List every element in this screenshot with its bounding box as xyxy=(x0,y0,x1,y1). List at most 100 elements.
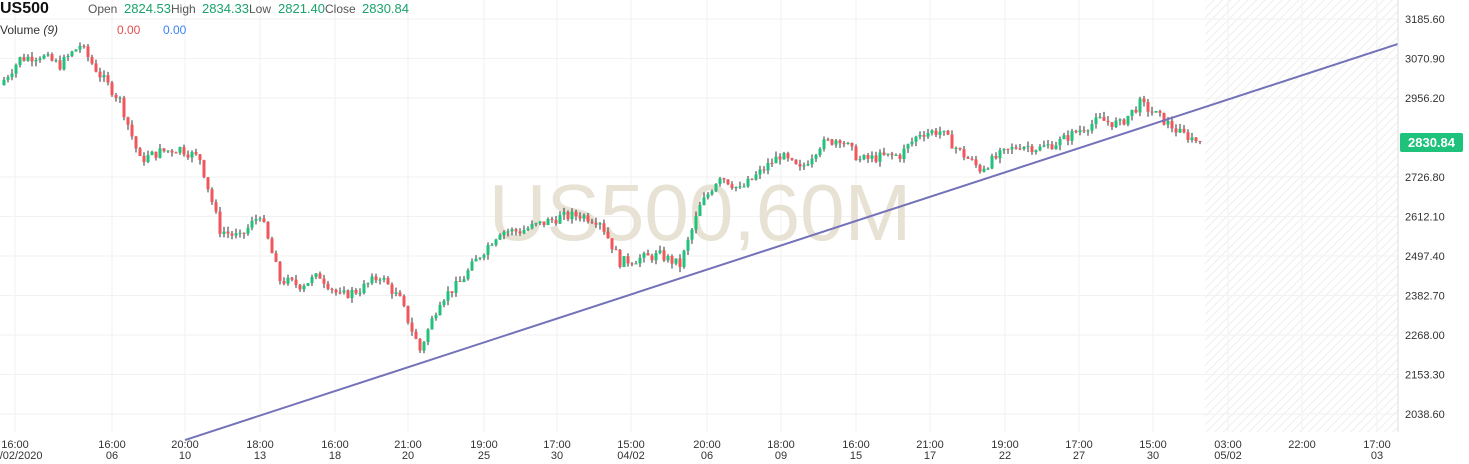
candle-body xyxy=(494,239,498,245)
candle-body xyxy=(742,186,746,188)
close-label: Close xyxy=(325,2,356,16)
candle-body xyxy=(262,218,266,222)
candle-body xyxy=(438,305,442,316)
candle-body xyxy=(690,229,694,240)
candle-body xyxy=(910,141,914,145)
candle-body xyxy=(330,288,334,290)
candle-body xyxy=(278,261,282,282)
candle-body xyxy=(34,59,38,62)
x-tick-date: 09 xyxy=(775,450,787,462)
candle-body xyxy=(366,283,370,285)
x-tick-date: 15 xyxy=(850,450,862,462)
y-tick-label: 2268.00 xyxy=(1405,330,1445,342)
candle-body xyxy=(314,273,318,277)
candle-body xyxy=(18,57,22,65)
candle-body xyxy=(186,154,190,158)
candle-body xyxy=(94,63,98,72)
candle-body xyxy=(1018,148,1022,150)
candle-body xyxy=(2,79,6,85)
candle-body xyxy=(858,159,862,161)
candle-body xyxy=(74,49,78,52)
candle-body xyxy=(898,154,902,159)
candle-body xyxy=(214,202,218,212)
candle-body xyxy=(90,57,94,64)
candle-body xyxy=(1030,146,1034,153)
trendline[interactable] xyxy=(184,43,1399,441)
candle-body xyxy=(14,64,18,74)
candle-body xyxy=(374,276,378,281)
candle-body xyxy=(938,131,942,135)
candle-body xyxy=(918,134,922,137)
candle-body xyxy=(506,231,510,233)
candle-body xyxy=(50,54,54,61)
candle-body xyxy=(770,162,774,164)
candle-body xyxy=(402,296,406,306)
x-tick-time: 19:00 xyxy=(470,439,498,451)
candle-body xyxy=(1174,128,1178,133)
x-tick-time: 16:00 xyxy=(321,439,349,451)
open-value: 2824.53 xyxy=(124,1,171,16)
x-tick-time: 20:00 xyxy=(171,439,199,451)
candle-body xyxy=(1114,120,1118,127)
candle-body xyxy=(1142,98,1146,103)
candle-body xyxy=(786,153,790,159)
candle-body xyxy=(490,244,494,246)
candle-body xyxy=(850,142,854,147)
candle-body xyxy=(1122,119,1126,125)
candle-body xyxy=(138,148,142,156)
candle-body xyxy=(1002,148,1006,151)
candle-body xyxy=(750,178,754,180)
last-price-badge: 2830.84 xyxy=(1400,133,1463,152)
candle-body xyxy=(614,249,618,251)
volume-value-1: 0.00 xyxy=(117,23,141,37)
candle-body xyxy=(686,239,690,251)
candle-body xyxy=(822,139,826,149)
candle-body xyxy=(398,292,402,297)
candle-body xyxy=(266,221,270,239)
candle-body xyxy=(1154,110,1158,113)
candle-body xyxy=(358,293,362,295)
candle-body xyxy=(606,231,610,239)
candle-body xyxy=(422,342,426,351)
candle-body xyxy=(282,281,286,284)
x-tick-time: 20:00 xyxy=(693,439,721,451)
candle-body xyxy=(746,178,750,187)
candle-body xyxy=(1094,117,1098,125)
candle-body xyxy=(1014,147,1018,149)
candle-body xyxy=(126,117,130,125)
y-tick-label: 3070.90 xyxy=(1405,54,1445,66)
x-tick-date: 20 xyxy=(402,450,414,462)
candle-body xyxy=(410,322,414,332)
candle-body xyxy=(434,315,438,319)
candle-body xyxy=(1158,110,1162,113)
candle-body xyxy=(10,73,14,78)
y-tick-label: 3185.60 xyxy=(1405,14,1445,26)
candle-body xyxy=(878,152,882,162)
candle-body xyxy=(414,331,418,339)
candle-body xyxy=(774,156,778,164)
y-tick-label: 2726.80 xyxy=(1405,172,1445,184)
candle-body xyxy=(926,133,930,137)
candle-body xyxy=(322,278,326,284)
candle-body xyxy=(1062,135,1066,140)
candle-body xyxy=(1058,139,1062,146)
candle-body xyxy=(790,158,794,160)
candle-body xyxy=(1186,132,1190,141)
candle-body xyxy=(70,51,74,56)
x-tick-time: 03:00 xyxy=(1214,439,1242,451)
candle-body xyxy=(250,220,254,228)
candle-body xyxy=(22,57,26,61)
candle-body xyxy=(230,233,234,236)
candle-body xyxy=(802,165,806,167)
candle-body xyxy=(886,153,890,155)
candle-body xyxy=(1162,112,1166,125)
candle-body xyxy=(1118,119,1122,121)
candle-body xyxy=(566,211,570,220)
x-tick-date: 17 xyxy=(924,450,936,462)
candle-body xyxy=(738,186,742,188)
candle-body xyxy=(594,222,598,225)
candle-body xyxy=(30,56,34,62)
low-value: 2821.40 xyxy=(278,1,325,16)
candle-body xyxy=(382,278,386,280)
